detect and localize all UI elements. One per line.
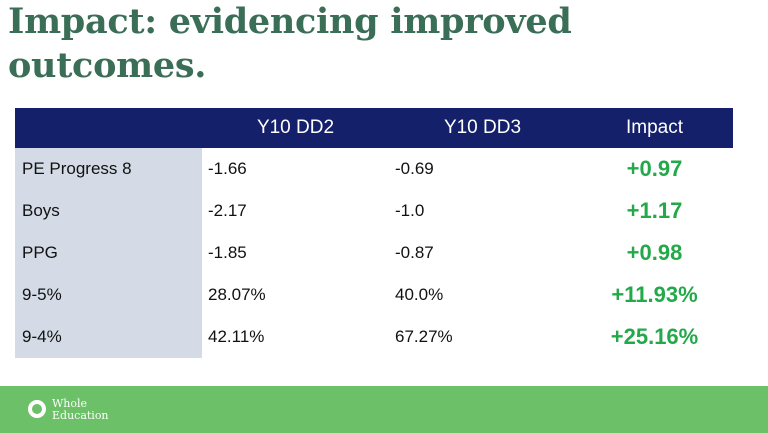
dd3-value: 67.27% xyxy=(395,327,453,346)
impact-table: Y10 DD2 Y10 DD3 Impact PE Progress 8 -1.… xyxy=(15,108,733,358)
impact-value: +0.97 xyxy=(626,156,683,181)
impact-value: +25.16% xyxy=(610,324,699,349)
row-label: 9-5% xyxy=(15,274,202,316)
impact-value: +1.17 xyxy=(626,198,683,223)
row-label: Boys xyxy=(15,190,202,232)
table-row: PE Progress 8 -1.66 -0.69 +0.97 xyxy=(15,148,733,190)
logo-line-2: Education xyxy=(52,409,109,422)
row-label: 9-4% xyxy=(15,316,202,358)
table-header-row: Y10 DD2 Y10 DD3 Impact xyxy=(15,108,733,148)
dd3-value: -0.87 xyxy=(395,243,434,262)
row-label: PE Progress 8 xyxy=(15,148,202,190)
header-cell-y10-dd3: Y10 DD3 xyxy=(389,108,576,148)
dd2-value: 42.11% xyxy=(208,327,265,346)
dd3-value: 40.0% xyxy=(395,285,444,304)
impact-value: +0.98 xyxy=(626,240,683,265)
row-label: PPG xyxy=(15,232,202,274)
table-row: Boys -2.17 -1.0 +1.17 xyxy=(15,190,733,232)
dd2-value: -2.17 xyxy=(208,201,247,220)
header-cell-impact: Impact xyxy=(576,108,733,148)
dd3-value: -1.0 xyxy=(395,201,425,220)
dd2-value: -1.66 xyxy=(208,159,247,178)
logo-line-1: Whole xyxy=(52,397,88,410)
impact-value: +11.93% xyxy=(611,282,698,307)
table-row: 9-4% 42.11% 67.27% +25.16% xyxy=(15,316,733,358)
table-row: PPG -1.85 -0.87 +0.98 xyxy=(15,232,733,274)
ring-logo-icon xyxy=(28,400,46,418)
footer-bar: Whole Education xyxy=(0,386,768,433)
dd2-value: 28.07% xyxy=(208,285,266,304)
page-title: Impact: evidencing improved outcomes. xyxy=(8,1,572,86)
dd3-value: -0.69 xyxy=(395,159,434,178)
logo-wordmark: Whole Education xyxy=(52,398,109,422)
dd2-value: -1.85 xyxy=(208,243,247,262)
header-cell-y10-dd2: Y10 DD2 xyxy=(202,108,389,148)
table-row: 9-5% 28.07% 40.0% +11.93% xyxy=(15,274,733,316)
header-cell-empty xyxy=(15,108,202,148)
